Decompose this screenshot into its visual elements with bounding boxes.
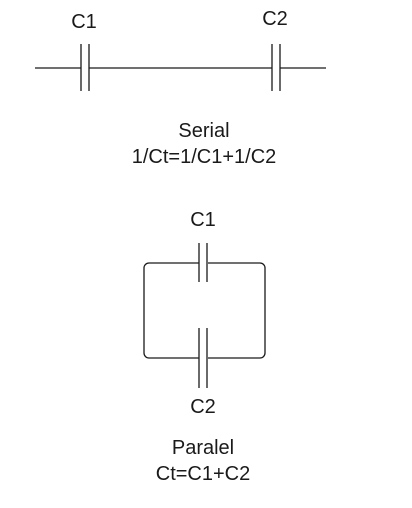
parallel-c1-label: C1	[190, 209, 216, 231]
parallel-loop	[143, 262, 266, 359]
serial-c1-label: C1	[71, 11, 97, 33]
parallel-circuit: C1 C2 Paralel Ct=C1+C2	[143, 209, 266, 485]
parallel-title: Paralel	[172, 437, 234, 459]
serial-c2-label: C2	[262, 8, 288, 30]
serial-formula: 1/Ct=1/C1+1/C2	[132, 146, 277, 168]
serial-title: Serial	[178, 120, 229, 142]
parallel-formula: Ct=C1+C2	[156, 463, 251, 485]
serial-circuit: C1 C2 Serial 1/Ct=1/C1+1/C2	[35, 8, 326, 168]
parallel-c2-label: C2	[190, 396, 216, 418]
